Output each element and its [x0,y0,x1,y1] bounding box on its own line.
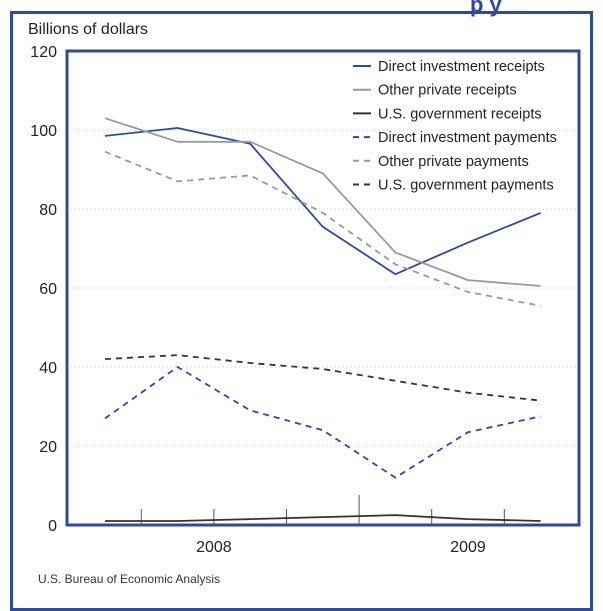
legend-label-1: Other private receipts [378,83,517,99]
chart-frame [10,11,593,611]
y-tick-label-20: 20 [39,439,57,456]
legend: Direct investment receipts Other private … [353,59,557,194]
y-tick-label-100: 100 [30,123,57,140]
gridlines [67,129,579,447]
series-line-5 [104,354,541,402]
y-tick-label-0: 0 [48,518,57,535]
y-axis-label: Billions of dollars [28,21,148,38]
legend-label-0: Direct investment receipts [378,59,545,75]
series-line-4 [104,150,541,307]
year-labels: 2008 2009 [196,539,486,556]
top-title-fragment: p y [470,0,503,17]
legend-label-5: U.S. government payments [378,178,554,194]
source-note: U.S. Bureau of Economic Analysis [38,572,221,586]
series-line-3 [104,366,541,479]
x-tick-marks [140,495,505,525]
plot-area-border [65,49,581,527]
y-tick-label-80: 80 [39,202,57,219]
year-label-2008: 2008 [196,539,232,556]
y-tick-label-40: 40 [39,360,57,377]
series-line-0 [104,127,541,276]
y-tick-label-60: 60 [39,281,57,298]
y-tick-label-120: 120 [30,44,57,61]
y-tick-labels: 0 20 40 60 80 100 120 [30,44,57,535]
legend-label-3: Direct investment payments [378,130,557,146]
series-lines [104,117,541,522]
series-line-1 [104,117,541,287]
legend-label-2: U.S. government receipts [378,106,542,122]
line-chart: p y Billions of dollars 020406080100120 … [28,0,581,556]
series-line-2 [105,514,541,522]
legend-label-4: Other private payments [378,154,529,170]
year-label-2009: 2009 [450,539,486,556]
